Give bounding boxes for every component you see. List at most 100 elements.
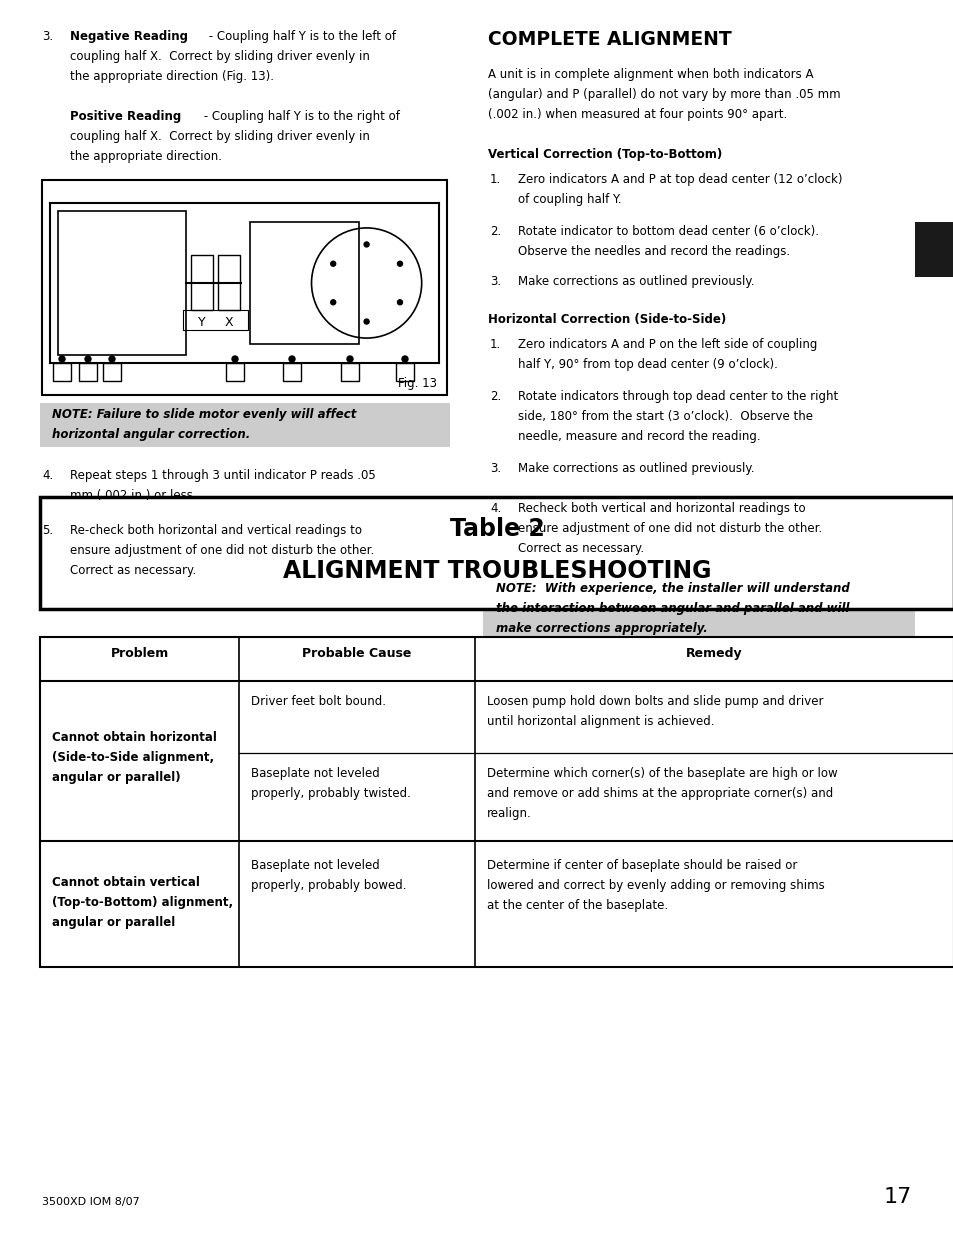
Text: Repeat steps 1 through 3 until indicator P reads .05: Repeat steps 1 through 3 until indicator…	[70, 469, 375, 482]
Text: Driver feet bolt bound.: Driver feet bolt bound.	[251, 695, 386, 708]
Text: Negative Reading: Negative Reading	[70, 30, 188, 43]
Bar	[191, 256, 213, 310]
Text: Determine if center of baseplate should be raised or: Determine if center of baseplate should …	[487, 860, 797, 872]
Circle shape	[331, 262, 335, 267]
Circle shape	[232, 356, 237, 362]
Text: mm (.002 in.) or less.: mm (.002 in.) or less.	[70, 489, 196, 501]
Text: coupling half X.  Correct by sliding driver evenly in: coupling half X. Correct by sliding driv…	[70, 49, 370, 63]
Bar	[283, 363, 301, 382]
Text: of coupling half Y.: of coupling half Y.	[517, 193, 620, 206]
Text: - Coupling half Y is to the right of: - Coupling half Y is to the right of	[200, 110, 399, 124]
Bar	[79, 363, 97, 382]
Text: 5.: 5.	[42, 524, 53, 537]
Bar	[250, 222, 358, 345]
Text: Vertical Correction (Top-to-Bottom): Vertical Correction (Top-to-Bottom)	[488, 148, 721, 161]
Text: Cannot obtain horizontal: Cannot obtain horizontal	[52, 731, 216, 743]
Text: side, 180° from the start (3 o’clock).  Observe the: side, 180° from the start (3 o’clock). O…	[517, 410, 812, 424]
Circle shape	[59, 356, 65, 362]
Circle shape	[289, 356, 294, 362]
Text: 3.: 3.	[490, 462, 500, 475]
Text: Determine which corner(s) of the baseplate are high or low: Determine which corner(s) of the basepla…	[487, 767, 837, 781]
Circle shape	[364, 242, 369, 247]
Text: (angular) and P (parallel) do not vary by more than .05 mm: (angular) and P (parallel) do not vary b…	[488, 88, 840, 101]
Text: lowered and correct by evenly adding or removing shims: lowered and correct by evenly adding or …	[487, 879, 824, 892]
Text: the appropriate direction.: the appropriate direction.	[70, 149, 222, 163]
Text: Horizontal Correction (Side-to-Side): Horizontal Correction (Side-to-Side)	[488, 312, 725, 326]
Text: Zero indicators A and P at top dead center (12 o’clock): Zero indicators A and P at top dead cent…	[517, 173, 841, 186]
Text: Rotate indicator to bottom dead center (6 o’clock).: Rotate indicator to bottom dead center (…	[517, 225, 818, 238]
Bar	[183, 310, 248, 331]
Circle shape	[331, 300, 335, 305]
Text: - Coupling half Y is to the left of: - Coupling half Y is to the left of	[205, 30, 395, 43]
Bar	[58, 211, 186, 354]
Bar	[914, 222, 953, 277]
Text: Baseplate not leveled: Baseplate not leveled	[251, 860, 379, 872]
Text: ensure adjustment of one did not disturb the other.: ensure adjustment of one did not disturb…	[517, 522, 821, 535]
Text: 3.: 3.	[490, 275, 500, 288]
Circle shape	[347, 356, 353, 362]
Text: coupling half X.  Correct by sliding driver evenly in: coupling half X. Correct by sliding driv…	[70, 130, 370, 143]
Text: Correct as necessary.: Correct as necessary.	[70, 564, 196, 577]
Text: needle, measure and record the reading.: needle, measure and record the reading.	[517, 430, 760, 443]
Bar	[40, 403, 450, 447]
Text: realign.: realign.	[487, 806, 531, 820]
Text: Fig. 13: Fig. 13	[397, 377, 436, 390]
Text: until horizontal alignment is achieved.: until horizontal alignment is achieved.	[487, 715, 714, 727]
Text: the interaction between angular and parallel and will: the interaction between angular and para…	[496, 601, 848, 615]
Text: ensure adjustment of one did not disturb the other.: ensure adjustment of one did not disturb…	[70, 543, 374, 557]
Text: Recheck both vertical and horizontal readings to: Recheck both vertical and horizontal rea…	[517, 501, 804, 515]
Text: 1.: 1.	[490, 173, 500, 186]
Text: 2.: 2.	[490, 225, 500, 238]
Text: 2.: 2.	[490, 390, 500, 403]
Text: 3.: 3.	[42, 30, 53, 43]
Text: Baseplate not leveled: Baseplate not leveled	[251, 767, 379, 781]
Bar	[40, 637, 953, 967]
Text: the appropriate direction (Fig. 13).: the appropriate direction (Fig. 13).	[70, 70, 274, 83]
Text: 1.: 1.	[490, 338, 500, 351]
Text: Positive Reading: Positive Reading	[70, 110, 181, 124]
Bar	[482, 577, 914, 637]
Bar	[218, 256, 240, 310]
Text: A unit is in complete alignment when both indicators A: A unit is in complete alignment when bot…	[488, 68, 813, 82]
Circle shape	[364, 319, 369, 324]
Circle shape	[397, 300, 402, 305]
Bar	[53, 363, 71, 382]
Text: 4.: 4.	[42, 469, 53, 482]
Text: at the center of the baseplate.: at the center of the baseplate.	[487, 899, 667, 911]
Text: half Y, 90° from top dead center (9 o’clock).: half Y, 90° from top dead center (9 o’cl…	[517, 358, 777, 370]
Text: Re-check both horizontal and vertical readings to: Re-check both horizontal and vertical re…	[70, 524, 361, 537]
Bar	[340, 363, 358, 382]
Text: 4.: 4.	[490, 501, 500, 515]
Text: Observe the needles and record the readings.: Observe the needles and record the readi…	[517, 245, 789, 258]
Text: angular or parallel: angular or parallel	[52, 916, 175, 929]
Text: 17: 17	[882, 1187, 911, 1207]
Text: Zero indicators A and P on the left side of coupling: Zero indicators A and P on the left side…	[517, 338, 817, 351]
Text: Cannot obtain vertical: Cannot obtain vertical	[52, 876, 200, 889]
Text: Remedy: Remedy	[685, 647, 742, 659]
Text: NOTE: Failure to slide motor evenly will affect: NOTE: Failure to slide motor evenly will…	[52, 408, 356, 421]
Bar	[42, 180, 447, 395]
Text: Y: Y	[198, 315, 206, 329]
Text: Loosen pump hold down bolts and slide pump and driver: Loosen pump hold down bolts and slide pu…	[487, 695, 822, 708]
Text: X: X	[225, 315, 233, 329]
Text: properly, probably twisted.: properly, probably twisted.	[251, 787, 411, 800]
Text: and remove or add shims at the appropriate corner(s) and: and remove or add shims at the appropria…	[487, 787, 832, 800]
Circle shape	[401, 356, 408, 362]
Bar	[395, 363, 414, 382]
Text: horizontal angular correction.: horizontal angular correction.	[52, 429, 250, 441]
Bar	[40, 496, 953, 609]
Text: 3: 3	[926, 240, 942, 259]
Text: angular or parallel): angular or parallel)	[52, 771, 180, 784]
Circle shape	[397, 262, 402, 267]
Text: Rotate indicators through top dead center to the right: Rotate indicators through top dead cente…	[517, 390, 838, 403]
Text: (Top-to-Bottom) alignment,: (Top-to-Bottom) alignment,	[52, 897, 233, 909]
Text: Table 2: Table 2	[449, 517, 544, 541]
Text: Make corrections as outlined previously.: Make corrections as outlined previously.	[517, 462, 754, 475]
Bar	[226, 363, 244, 382]
Text: (Side-to-Side alignment,: (Side-to-Side alignment,	[52, 751, 213, 764]
Circle shape	[85, 356, 91, 362]
Text: Correct as necessary.: Correct as necessary.	[517, 542, 643, 555]
Text: make corrections appropriately.: make corrections appropriately.	[496, 622, 707, 635]
Text: Problem: Problem	[111, 647, 169, 659]
Text: Make corrections as outlined previously.: Make corrections as outlined previously.	[517, 275, 754, 288]
